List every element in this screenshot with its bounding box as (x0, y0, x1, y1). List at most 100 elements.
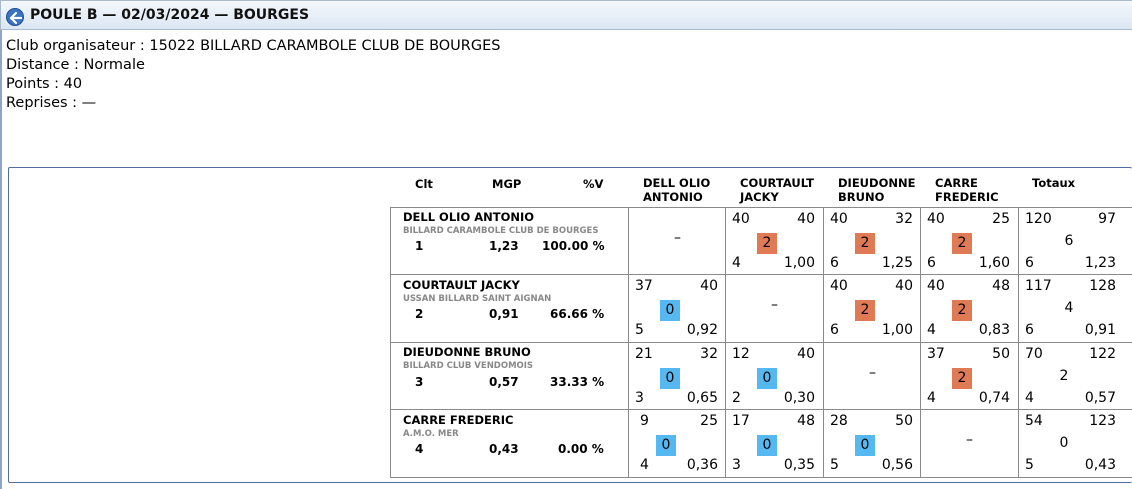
back-arrow-icon[interactable] (6, 8, 24, 26)
average: 1,00 (881, 322, 913, 338)
total-cell: 117 128 4 6 0,91 (1019, 275, 1132, 342)
score: 37 (927, 346, 945, 362)
total-opponent-score: 122 (1089, 346, 1116, 362)
player-pv: 33.33 % (550, 375, 605, 389)
match-points-badge: 2 (757, 233, 777, 254)
player-clt: 3 (415, 375, 424, 389)
header-player-2: COURTAULT JACKY (740, 176, 814, 204)
total-opponent-score: 97 (1098, 211, 1116, 227)
total-score: 70 (1025, 346, 1043, 362)
average: 0,56 (881, 457, 913, 473)
player-club: BILLARD CARAMBOLE CLUB DE BOURGES (403, 226, 599, 236)
self-match-dash: – (869, 365, 876, 381)
score: 28 (830, 413, 848, 429)
opponent-score: 40 (700, 278, 718, 294)
grid-line (390, 409, 1132, 410)
player-mgp: 0,91 (489, 307, 519, 321)
match-cell: – (726, 275, 823, 342)
title-bar: POULE B — 02/03/2024 — BOURGES (0, 0, 1132, 30)
opponent-score: 40 (797, 346, 815, 362)
match-points-badge: 0 (757, 435, 777, 456)
header-player-1: DELL OLIO ANTONIO (643, 176, 710, 204)
match-cell: – (629, 208, 726, 275)
opponent-score: 40 (895, 278, 913, 294)
innings: 6 (830, 255, 839, 271)
innings: 6 (830, 322, 839, 338)
grid-line (390, 274, 1132, 275)
score: 37 (635, 278, 653, 294)
match-points-badge: 2 (952, 368, 972, 389)
player-mgp: 0,57 (489, 375, 519, 389)
innings: 5 (830, 457, 839, 473)
self-match-dash: – (674, 230, 681, 246)
player-clt: 2 (415, 307, 424, 321)
reprises: Reprises : — (6, 95, 97, 111)
score: 40 (830, 278, 848, 294)
grid-line (628, 207, 629, 478)
match-points-badge: 0 (656, 435, 676, 456)
points: Points : 40 (6, 76, 83, 92)
average: 1,60 (978, 255, 1010, 271)
match-cell: 12 40 0 2 0,30 (726, 343, 823, 410)
match-cell: – (824, 343, 921, 410)
total-average: 0,57 (1084, 390, 1116, 406)
player-name: DIEUDONNE BRUNO (403, 345, 531, 359)
grid-line (1018, 207, 1019, 478)
match-points-badge: 0 (757, 368, 777, 389)
player-clt: 4 (415, 442, 424, 456)
total-average: 0,91 (1084, 322, 1116, 338)
total-average: 1,23 (1084, 255, 1116, 271)
player-name: COURTAULT JACKY (403, 278, 520, 292)
header-player-1-line2: ANTONIO (643, 190, 703, 204)
header-player-4-line2: FREDERIC (935, 190, 999, 204)
total-score: 117 (1025, 278, 1052, 294)
score: 9 (640, 413, 649, 429)
match-cell: 37 40 0 5 0,92 (629, 275, 726, 342)
header-player-3-line2: BRUNO (838, 190, 885, 204)
opponent-score: 32 (895, 211, 913, 227)
match-cell: 28 50 0 5 0,56 (824, 410, 921, 477)
match-points-badge: 0 (660, 300, 680, 321)
total-points: 2 (1059, 368, 1069, 384)
grid-line (920, 207, 921, 478)
header-player-2-line1: COURTAULT (740, 176, 814, 190)
average: 0,30 (783, 390, 815, 406)
match-points-badge: 2 (952, 300, 972, 321)
player-pv: 100.00 % (542, 239, 605, 253)
average: 0,74 (978, 390, 1010, 406)
match-cell: 40 40 2 4 1,00 (726, 208, 823, 275)
average: 1,25 (881, 255, 913, 271)
player-mgp: 1,23 (489, 239, 519, 253)
opponent-score: 25 (700, 413, 718, 429)
grid-line (823, 207, 824, 478)
match-points-badge: 0 (855, 435, 875, 456)
total-innings: 4 (1025, 390, 1034, 406)
self-match-dash: – (771, 297, 778, 313)
match-cell: 40 25 2 6 1,60 (921, 208, 1018, 275)
player-name: CARRE FREDERIC (403, 413, 514, 427)
match-points-badge: 2 (952, 233, 972, 254)
header-player-2-line2: JACKY (740, 190, 779, 204)
match-cell: 40 48 2 4 0,83 (921, 275, 1018, 342)
header-player-3: DIEUDONNE BRUNO (838, 176, 915, 204)
total-points: 0 (1059, 435, 1069, 451)
innings: 5 (635, 322, 644, 338)
opponent-score: 50 (992, 346, 1010, 362)
total-cell: 120 97 6 6 1,23 (1019, 208, 1132, 275)
competition-info: Club organisateur : 15022 BILLARD CARAMB… (6, 37, 500, 113)
total-innings: 6 (1025, 255, 1034, 271)
header-player-3-line1: DIEUDONNE (838, 176, 916, 190)
match-cell: 40 40 2 6 1,00 (824, 275, 921, 342)
header-player-4-line1: CARRE (935, 176, 978, 190)
average: 0,35 (783, 457, 815, 473)
average: 0,65 (686, 390, 718, 406)
total-cell: 54 123 0 5 0,43 (1019, 410, 1132, 477)
grid-line (390, 207, 1132, 208)
header-totaux: Totaux (1032, 176, 1076, 190)
total-score: 54 (1025, 413, 1043, 429)
match-cell: – (921, 410, 1018, 477)
header-mgp: MGP (492, 177, 522, 191)
grid-line (390, 207, 391, 478)
grid-line (725, 207, 726, 478)
average: 0,92 (686, 322, 718, 338)
